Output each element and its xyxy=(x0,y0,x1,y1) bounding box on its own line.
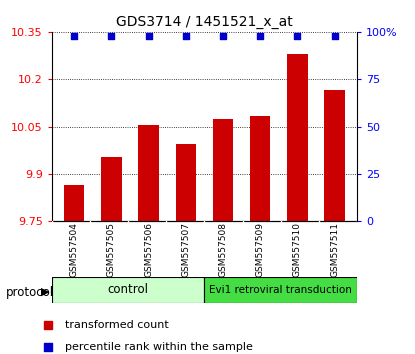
Title: GDS3714 / 1451521_x_at: GDS3714 / 1451521_x_at xyxy=(116,16,293,29)
Text: ▶: ▶ xyxy=(41,287,49,297)
Bar xyxy=(325,90,345,221)
Bar xyxy=(287,54,308,221)
Point xyxy=(331,33,338,39)
Bar xyxy=(138,125,159,221)
Point xyxy=(71,33,78,39)
Point xyxy=(352,264,359,270)
Bar xyxy=(204,277,357,303)
Text: GSM557504: GSM557504 xyxy=(70,222,79,277)
Bar xyxy=(213,119,233,221)
Text: percentile rank within the sample: percentile rank within the sample xyxy=(65,342,253,352)
Point xyxy=(257,33,264,39)
Bar xyxy=(64,185,84,221)
Text: control: control xyxy=(107,284,149,296)
Bar xyxy=(52,277,204,303)
Point xyxy=(294,33,301,39)
Point xyxy=(145,33,152,39)
Text: GSM557509: GSM557509 xyxy=(256,222,265,277)
Bar xyxy=(250,115,271,221)
Text: GSM557510: GSM557510 xyxy=(293,222,302,277)
Point xyxy=(183,33,189,39)
Text: protocol: protocol xyxy=(6,286,54,298)
Text: GSM557507: GSM557507 xyxy=(181,222,190,277)
Text: GSM557508: GSM557508 xyxy=(218,222,227,277)
Point xyxy=(352,64,359,70)
Point xyxy=(108,33,115,39)
Point xyxy=(220,33,226,39)
Text: transformed count: transformed count xyxy=(65,320,168,330)
Text: Evi1 retroviral transduction: Evi1 retroviral transduction xyxy=(209,285,352,295)
Bar xyxy=(101,156,122,221)
Text: GSM557506: GSM557506 xyxy=(144,222,153,277)
Text: GSM557505: GSM557505 xyxy=(107,222,116,277)
Text: GSM557511: GSM557511 xyxy=(330,222,339,277)
Bar xyxy=(176,144,196,221)
